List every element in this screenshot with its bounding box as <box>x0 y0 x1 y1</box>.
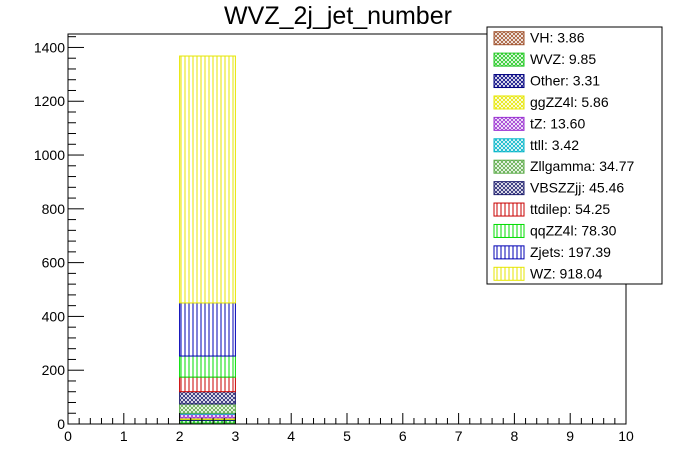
legend-label-tz: tZ: 13.60 <box>530 115 585 131</box>
legend-swatch-qqzz4l <box>493 223 525 238</box>
legend-label-other: Other: 3.31 <box>530 73 600 89</box>
x-tick-label: 2 <box>176 428 184 444</box>
legend-label-zjets: Zjets: 197.39 <box>530 244 611 260</box>
x-tick-label: 6 <box>399 428 407 444</box>
legend-swatch-vh <box>493 31 525 46</box>
legend-swatch-wvz <box>493 52 525 67</box>
legend-label-wvz: WVZ: 9.85 <box>530 51 596 67</box>
x-tick-label: 4 <box>287 428 295 444</box>
y-tick-label: 0 <box>57 416 65 432</box>
legend-swatch-vbszzjj <box>493 181 525 196</box>
legend-label-vbszzjj: VBSZZjj: 45.46 <box>530 180 624 196</box>
legend: VH: 3.86 WVZ: 9.85 Other: 3.31 ggZZ4l: 5.86… <box>486 26 663 285</box>
legend-swatch-ttdilep <box>493 202 525 217</box>
legend-box <box>486 26 663 285</box>
bar-segment-qqzz4l <box>179 355 236 378</box>
bar-segment-ttdilep <box>179 376 236 393</box>
x-tick-label: 8 <box>511 428 519 444</box>
x-tick-label: 9 <box>566 428 574 444</box>
bar-segment-wz <box>179 55 236 304</box>
x-tick-label: 1 <box>120 428 128 444</box>
bar-segment-vbszzjj <box>179 391 236 405</box>
y-tick-label: 1400 <box>34 39 65 55</box>
legend-label-ggzz4l: ggZZ4l: 5.86 <box>530 94 609 110</box>
y-tick-label: 600 <box>42 255 66 271</box>
stacked-bars <box>179 55 236 425</box>
legend-label-vh: VH: 3.86 <box>530 30 585 46</box>
x-tick-label: 5 <box>343 428 351 444</box>
legend-label-wz: WZ: 918.04 <box>530 265 603 281</box>
bar-segment-zjets <box>179 302 236 357</box>
chart-title: WVZ_2j_jet_number <box>224 2 452 30</box>
legend-swatch-ggzz4l <box>493 95 525 110</box>
bar-segment-zllgamma <box>179 403 236 414</box>
y-tick-label: 1000 <box>34 147 65 163</box>
y-tick-label: 400 <box>42 308 66 324</box>
legend-swatch-tz <box>493 116 525 131</box>
legend-swatch-zllgamma <box>493 159 525 174</box>
axes: 0 1 2 3 4 5 6 7 8 9 10 0 200 400 600 800 1000 1200 1400 <box>34 36 634 444</box>
bar-segment-tz <box>179 413 236 419</box>
x-tick-label: 10 <box>618 428 634 444</box>
legend-swatch-wz <box>493 266 525 281</box>
legend-swatch-other <box>493 74 525 89</box>
x-tick-label: 7 <box>455 428 463 444</box>
legend-label-zllgamma: Zllgamma: 34.77 <box>530 158 634 174</box>
x-tick-label: 0 <box>64 428 72 444</box>
y-tick-label: 1200 <box>34 93 65 109</box>
legend-swatch-ttll <box>493 138 525 153</box>
y-tick-label: 200 <box>42 362 66 378</box>
legend-label-ttll: ttll: 3.42 <box>530 137 579 153</box>
y-tick-label: 800 <box>42 201 66 217</box>
x-tick-label: 3 <box>232 428 240 444</box>
legend-swatch-zjets <box>493 245 525 260</box>
legend-label-ttdilep: ttdilep: 54.25 <box>530 201 610 217</box>
legend-label-qqzz4l: qqZZ4l: 78.30 <box>530 222 617 238</box>
